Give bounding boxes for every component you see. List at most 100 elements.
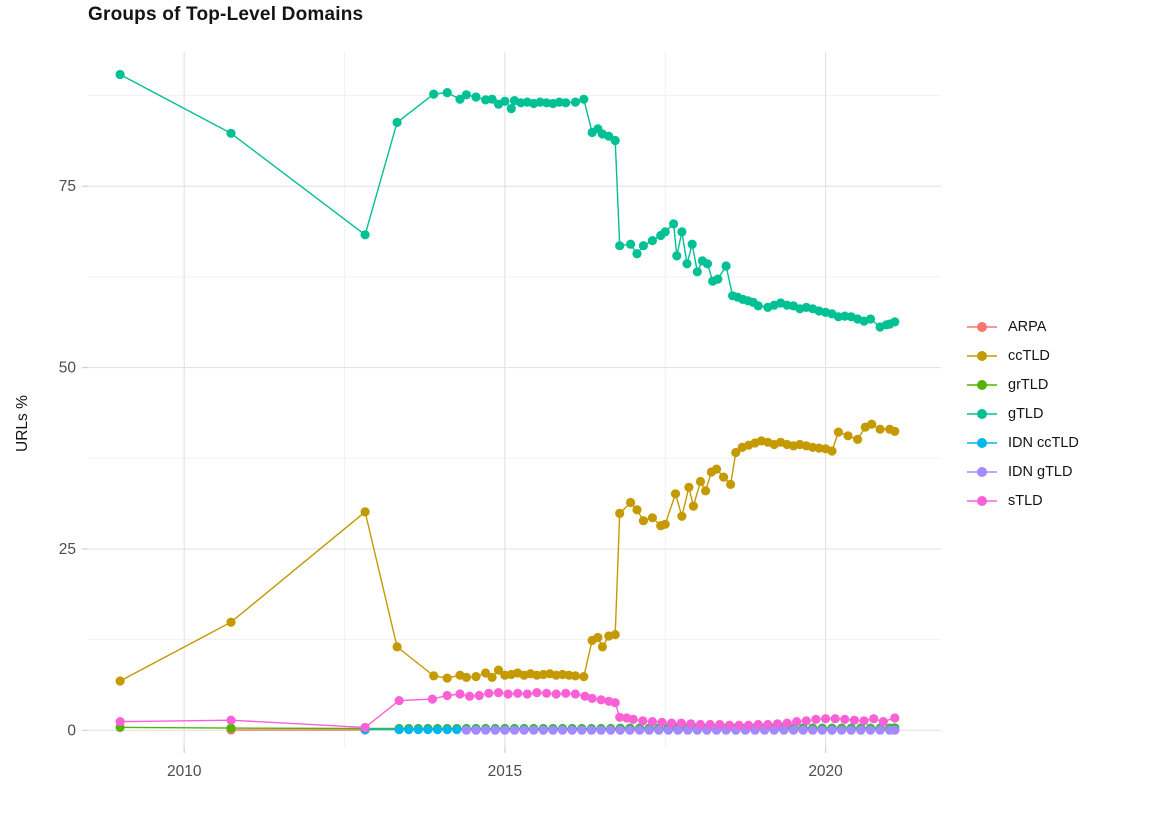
data-point — [676, 718, 686, 728]
data-point — [532, 688, 542, 698]
data-point — [429, 671, 439, 681]
data-point — [875, 424, 885, 434]
data-point — [695, 476, 706, 487]
data-point — [570, 671, 581, 681]
data-point — [669, 219, 679, 229]
data-point — [711, 464, 722, 474]
data-point — [753, 301, 763, 311]
data-point — [772, 719, 783, 729]
legend-label: gTLD — [1008, 405, 1044, 422]
data-point — [798, 725, 808, 735]
data-point — [577, 725, 587, 735]
legend-label: ccTLD — [1008, 347, 1050, 364]
data-point — [610, 135, 620, 146]
data-point — [392, 642, 402, 652]
data-point — [632, 249, 642, 259]
data-point — [226, 128, 236, 138]
data-point — [580, 691, 590, 701]
data-point — [890, 317, 900, 327]
data-point — [638, 241, 649, 251]
series-lines — [119, 73, 896, 731]
data-point — [606, 725, 616, 735]
data-point — [830, 714, 840, 724]
series-line-cctld — [119, 423, 896, 682]
data-point — [808, 725, 818, 735]
data-point — [487, 94, 497, 104]
series-points-stld — [115, 688, 900, 733]
data-point — [869, 714, 879, 724]
y-tick-label: 50 — [59, 360, 77, 377]
data-point — [490, 725, 500, 735]
data-point — [615, 508, 625, 518]
data-point — [660, 227, 670, 237]
data-point — [487, 672, 497, 683]
data-point — [615, 241, 625, 251]
y-tick-label: 25 — [59, 541, 76, 558]
data-point — [684, 482, 694, 492]
data-point — [724, 720, 735, 730]
data-point — [567, 725, 577, 735]
data-point — [548, 725, 558, 735]
data-point — [827, 725, 837, 735]
data-point — [657, 717, 667, 727]
data-point — [513, 688, 523, 698]
legend-item-grtld: grTLD — [966, 374, 1079, 395]
line-with-dot-icon — [967, 408, 997, 419]
data-point — [695, 719, 706, 730]
data-point — [404, 725, 414, 735]
data-point — [890, 426, 900, 436]
chart-title: Groups of Top-Level Domains — [88, 4, 364, 25]
data-point — [442, 673, 452, 683]
line-with-dot-icon — [967, 379, 997, 390]
data-point — [827, 446, 837, 456]
data-point — [734, 720, 744, 730]
legend-item-gtld: gTLD — [966, 403, 1079, 424]
data-point — [628, 714, 638, 725]
axis-ticks — [82, 185, 827, 753]
data-point — [427, 694, 437, 704]
data-point — [890, 713, 900, 723]
legend-item-arpa: ARPA — [966, 316, 1079, 337]
data-point — [561, 688, 571, 698]
data-point — [779, 725, 789, 735]
data-point — [638, 716, 648, 726]
data-point — [461, 672, 471, 683]
data-point — [551, 689, 561, 699]
data-point — [705, 719, 715, 730]
x-tick-label: 2015 — [488, 763, 522, 780]
data-point — [688, 501, 699, 511]
data-point — [859, 716, 869, 726]
data-point — [753, 719, 763, 730]
data-point — [481, 725, 491, 735]
data-point — [509, 725, 520, 735]
data-point — [677, 511, 687, 521]
legend-item-stld: sTLD — [966, 490, 1079, 511]
data-point — [461, 725, 471, 735]
data-point — [610, 630, 620, 640]
data-point — [644, 725, 654, 735]
data-point — [579, 672, 589, 682]
data-point — [875, 725, 885, 735]
legend-label: grTLD — [1008, 376, 1049, 393]
legend-label: IDN ccTLD — [1008, 434, 1079, 451]
data-point — [682, 259, 692, 269]
data-point — [865, 725, 876, 735]
data-point — [846, 725, 856, 735]
data-point — [542, 688, 552, 698]
data-point — [788, 725, 799, 735]
data-point — [647, 717, 658, 727]
data-point — [817, 725, 827, 735]
y-axis-tick-labels: 0 25 50 75 — [59, 178, 77, 739]
data-point — [719, 472, 729, 482]
data-point — [500, 96, 510, 106]
data-point — [115, 717, 125, 727]
data-point — [673, 725, 683, 735]
data-point — [849, 715, 860, 725]
series-points — [115, 69, 900, 735]
data-point — [843, 431, 853, 441]
data-point — [663, 725, 674, 735]
data-point — [593, 632, 603, 643]
series-points-idn-gtld — [461, 725, 900, 735]
data-point — [801, 716, 811, 726]
